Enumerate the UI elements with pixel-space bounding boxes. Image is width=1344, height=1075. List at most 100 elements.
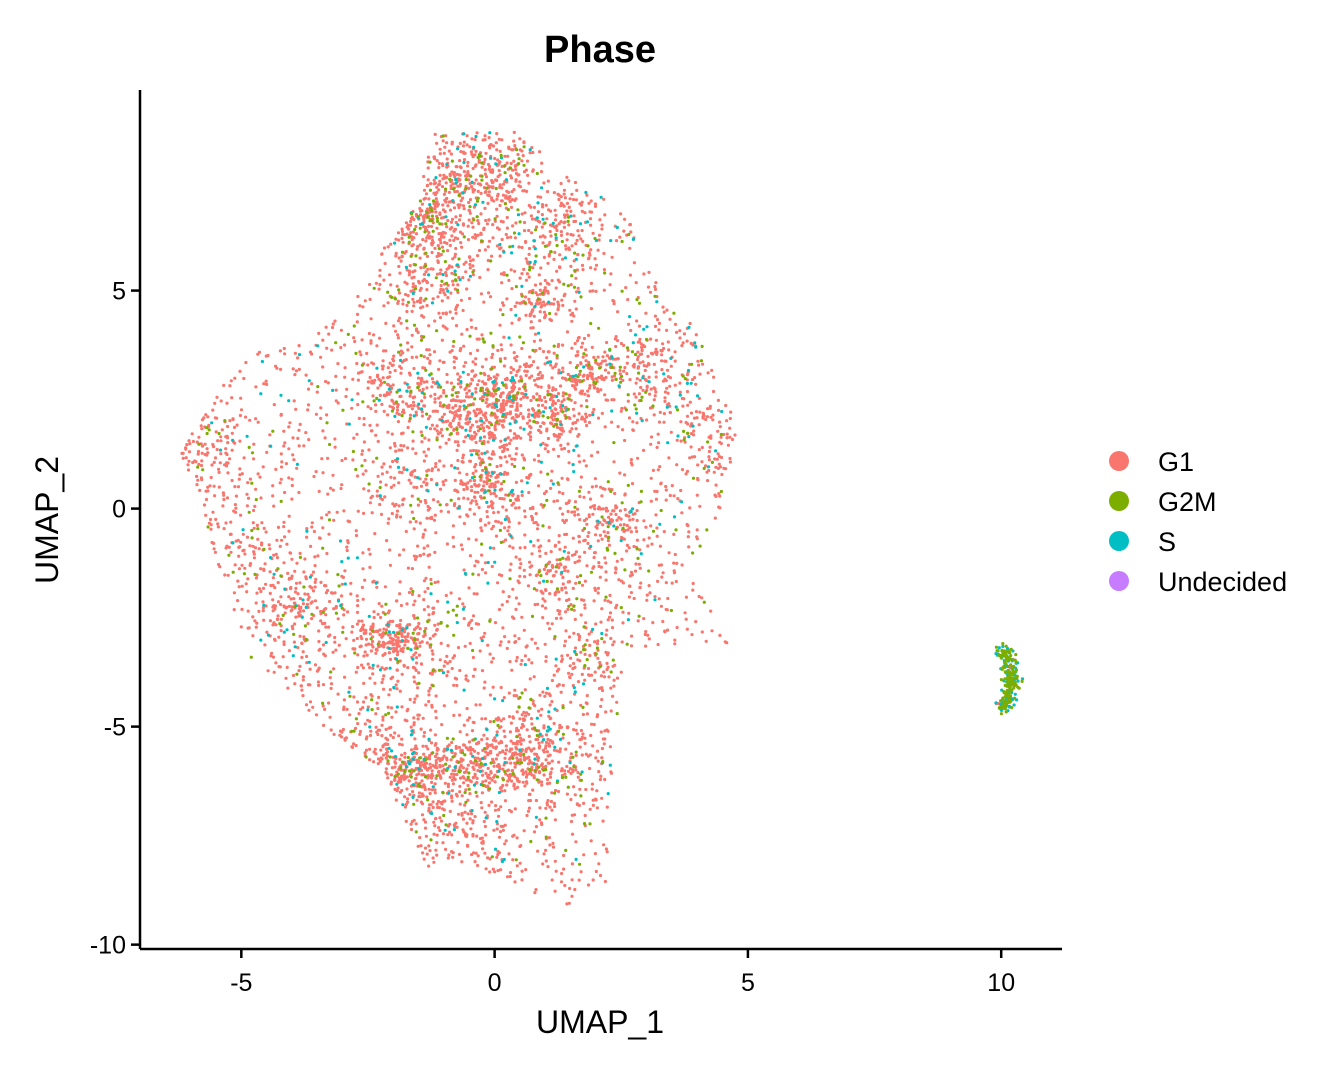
data-point <box>453 769 457 773</box>
data-point <box>554 732 558 736</box>
data-point <box>296 356 300 360</box>
data-point <box>283 441 287 445</box>
data-point <box>229 550 233 554</box>
data-point <box>622 537 626 541</box>
data-point <box>384 742 388 746</box>
data-point <box>606 665 610 669</box>
data-point <box>476 383 480 387</box>
data-point <box>430 377 435 381</box>
data-point <box>242 376 246 381</box>
data-point <box>212 547 216 551</box>
data-point <box>499 482 504 486</box>
data-point <box>633 569 638 573</box>
data-point <box>543 395 547 400</box>
data-point <box>559 230 564 234</box>
data-point <box>278 481 282 485</box>
data-point <box>516 779 520 783</box>
data-point <box>289 609 293 613</box>
data-point <box>495 855 499 859</box>
data-point <box>419 499 423 504</box>
data-point <box>488 776 492 780</box>
data-point <box>618 523 623 527</box>
data-point <box>526 173 530 177</box>
data-point <box>597 238 601 242</box>
data-point <box>400 255 404 259</box>
data-point <box>328 599 332 604</box>
data-point <box>667 456 671 460</box>
data-point <box>644 630 648 634</box>
data-point <box>503 377 508 382</box>
data-point <box>256 420 260 424</box>
data-point <box>544 848 548 853</box>
data-point <box>352 336 356 340</box>
data-point <box>251 521 255 525</box>
data-point <box>550 622 554 626</box>
data-point <box>541 234 545 238</box>
data-point <box>498 643 502 647</box>
data-point <box>536 602 540 606</box>
data-point <box>552 721 556 726</box>
data-point <box>610 420 614 424</box>
data-point <box>442 483 446 487</box>
data-point <box>666 596 670 601</box>
data-point <box>414 451 418 455</box>
data-point <box>612 678 616 682</box>
data-point <box>411 230 415 234</box>
data-point <box>576 418 580 422</box>
data-point <box>300 641 304 646</box>
data-point <box>394 710 398 714</box>
data-point <box>321 683 326 687</box>
data-point <box>575 290 579 294</box>
data-point <box>536 195 540 199</box>
data-point <box>396 405 400 409</box>
data-point <box>511 501 516 505</box>
data-point <box>466 481 470 485</box>
data-point <box>514 373 518 377</box>
data-point <box>493 436 497 440</box>
data-point <box>474 326 478 330</box>
data-point <box>548 775 553 779</box>
data-point <box>555 558 559 562</box>
data-point <box>456 382 460 386</box>
data-point <box>576 350 580 354</box>
data-point <box>197 462 201 466</box>
data-point <box>422 380 426 384</box>
data-point <box>398 515 403 519</box>
data-point <box>362 654 366 658</box>
data-point <box>588 253 592 257</box>
data-point <box>441 139 445 143</box>
data-point <box>339 486 343 491</box>
data-point <box>436 580 440 584</box>
data-point <box>655 526 659 530</box>
data-point <box>437 161 441 165</box>
data-point <box>274 552 278 557</box>
data-point <box>649 435 654 439</box>
data-point <box>307 595 311 599</box>
data-point <box>499 439 503 443</box>
data-point <box>417 406 421 411</box>
data-point <box>629 461 633 465</box>
data-point <box>429 224 434 229</box>
data-point <box>352 638 356 643</box>
data-point <box>190 432 194 436</box>
data-point <box>379 748 383 752</box>
data-point <box>246 577 250 581</box>
data-point <box>422 598 426 602</box>
data-point <box>471 720 475 724</box>
data-point <box>527 755 531 759</box>
data-point <box>459 298 463 302</box>
data-point <box>544 606 548 610</box>
data-point <box>392 483 396 487</box>
data-point <box>525 813 529 818</box>
data-point <box>376 762 380 766</box>
data-point <box>412 554 416 558</box>
data-point <box>335 510 339 514</box>
data-point <box>560 298 564 302</box>
data-point <box>525 189 529 193</box>
data-point <box>406 404 410 408</box>
data-point <box>519 742 523 746</box>
data-point <box>473 756 477 761</box>
data-point <box>558 723 562 727</box>
data-point <box>303 557 307 561</box>
